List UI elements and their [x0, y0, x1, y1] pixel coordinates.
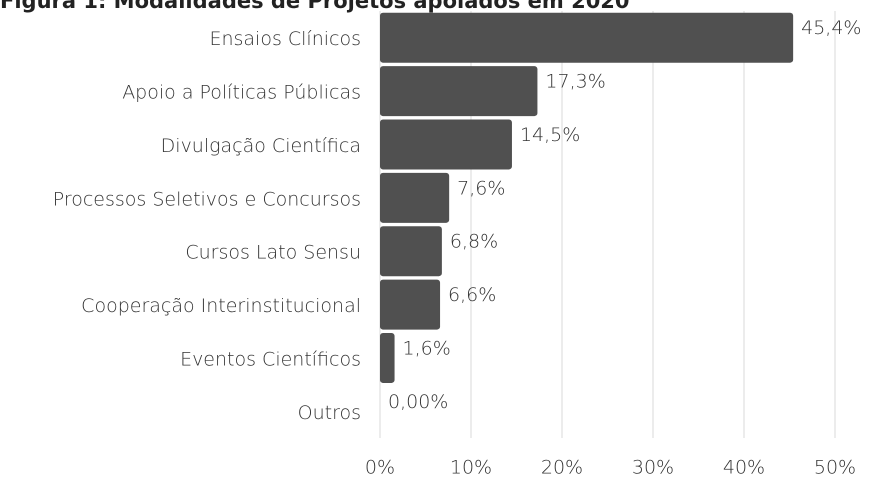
y-tick-label: Apoio a Políticas Públicas	[122, 82, 361, 104]
bar	[380, 172, 450, 223]
value-label: 0,00%	[388, 391, 448, 413]
y-tick-label: Divulgação Científica	[161, 135, 361, 157]
bar	[380, 332, 395, 383]
bar	[380, 119, 512, 170]
value-label: 14,5%	[520, 124, 580, 146]
bar	[380, 226, 442, 277]
bar	[380, 279, 441, 330]
value-label: 6,6%	[448, 284, 496, 306]
y-tick-label: Cursos Lato Sensu	[185, 242, 361, 264]
value-label: 45,4%	[801, 17, 861, 39]
y-tick-label: Processos Seletivos e Concursos	[53, 188, 361, 210]
x-tick-label: 40%	[723, 457, 765, 478]
bar	[380, 66, 538, 117]
value-label: 6,8%	[450, 231, 498, 253]
x-tick-label: 0%	[365, 457, 395, 478]
y-tick-label: Ensaios Clínicos	[209, 28, 361, 50]
bar	[380, 12, 794, 63]
chart-title: Figura 1: Modalidades de Projetos apoiad…	[0, 0, 630, 13]
value-label: 17,3%	[545, 71, 605, 93]
x-tick-label: 20%	[541, 457, 583, 478]
y-tick-label: Eventos Científicos	[180, 348, 361, 370]
value-label: 7,6%	[457, 177, 505, 199]
y-tick-label: Outros	[298, 402, 361, 424]
x-tick-label: 50%	[814, 457, 856, 478]
y-tick-label: Cooperação Interinstitucional	[81, 295, 361, 317]
x-tick-label: 10%	[450, 457, 492, 478]
x-tick-label: 30%	[632, 457, 674, 478]
value-label: 1,6%	[403, 337, 451, 359]
